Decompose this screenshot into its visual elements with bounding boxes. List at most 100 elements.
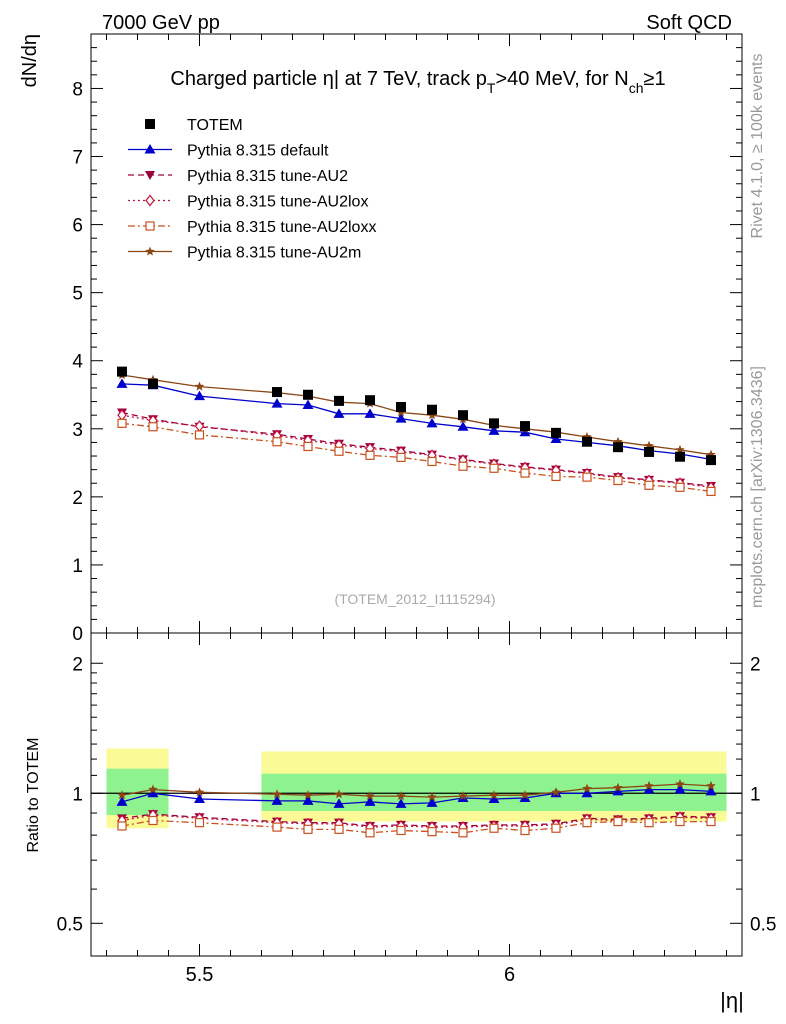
data-point xyxy=(334,395,344,406)
data-point xyxy=(644,446,654,457)
series-pythia-8-315-default xyxy=(116,378,717,464)
ratio-data-point xyxy=(644,818,654,828)
data-point xyxy=(148,378,158,389)
ratio-data-point xyxy=(675,779,685,789)
data-point xyxy=(303,441,313,452)
ratio-y-tick-label-right: 2 xyxy=(750,654,761,675)
ratio-series-line xyxy=(121,814,712,828)
series-line xyxy=(121,374,712,456)
legend-label: TOTEM xyxy=(187,117,243,134)
legend-marker xyxy=(145,119,155,129)
ratio-data-point xyxy=(644,780,654,790)
data-point xyxy=(302,399,314,409)
ratio-data-point xyxy=(458,791,468,801)
data-point xyxy=(489,463,499,473)
data-point xyxy=(365,395,375,406)
ratio-y-axis-label: Ratio to TOTEM xyxy=(25,738,42,853)
main-y-tick-label: 8 xyxy=(72,79,83,100)
ratio-data-point xyxy=(194,793,205,803)
watermark: (TOTEM_2012_I1115294) xyxy=(334,591,495,607)
ratio-data-point xyxy=(334,789,344,799)
ratio-data-point xyxy=(582,783,592,793)
data-point xyxy=(148,422,158,432)
main-y-tick-label: 6 xyxy=(72,216,83,237)
legend-marker xyxy=(145,171,155,180)
data-point xyxy=(458,410,468,421)
data-point xyxy=(644,480,654,490)
data-point xyxy=(613,436,623,446)
legend-label: Pythia 8.315 tune-AU2 xyxy=(187,168,348,185)
title-eta: η xyxy=(323,68,334,90)
main-panel: 0 1 2 3 4 5 6 7 8 TOTEM Pythia 8.315 default Pythi… xyxy=(19,33,743,645)
x-axis-label: |η| xyxy=(720,988,744,1013)
ratio-data-point xyxy=(426,797,438,807)
ratio-series-pythia-8-315-default xyxy=(116,784,717,808)
legend-marker xyxy=(145,194,155,207)
data-point xyxy=(520,421,530,432)
ratio-data-point xyxy=(613,782,623,792)
series-pythia-8-315-tune-au2lox xyxy=(117,409,716,494)
data-point xyxy=(303,389,313,400)
data-point xyxy=(116,378,128,388)
ratio-data-point xyxy=(364,796,376,806)
ratio-data-point xyxy=(643,784,655,794)
main-y-tick-label: 1 xyxy=(72,556,83,577)
data-point xyxy=(675,482,685,492)
main-y-tick-label: 0 xyxy=(72,624,83,645)
data-point xyxy=(194,381,205,391)
data-point xyxy=(458,461,468,471)
data-point xyxy=(427,404,437,415)
data-point xyxy=(488,425,500,435)
data-point xyxy=(519,426,531,437)
ratio-series-group xyxy=(116,779,717,838)
series-line xyxy=(121,383,712,461)
ratio-data-point xyxy=(427,792,437,802)
ratio-data-point xyxy=(396,791,406,801)
series-line xyxy=(121,414,712,488)
legend-entry: Pythia 8.315 tune-AU2m xyxy=(128,245,361,262)
title-prefix: Charged particle xyxy=(170,68,322,90)
series-pythia-8-315-tune-au2m xyxy=(117,370,716,459)
ratio-data-point xyxy=(148,784,158,794)
ratio-data-point xyxy=(271,795,283,805)
title-sub-t: T xyxy=(487,80,496,96)
data-point xyxy=(582,436,592,447)
ratio-data-point xyxy=(520,790,530,800)
ratio-data-point xyxy=(333,798,345,808)
data-point xyxy=(706,449,716,459)
data-point xyxy=(396,402,406,413)
ratio-data-point xyxy=(395,798,407,808)
data-point xyxy=(194,390,205,401)
series-line xyxy=(121,422,712,493)
data-point xyxy=(194,430,205,440)
series-line xyxy=(121,411,712,487)
legend-entry: Pythia 8.315 tune-AU2loxx xyxy=(128,219,376,236)
data-point xyxy=(364,408,376,418)
ratio-data-point xyxy=(117,790,127,800)
data-point xyxy=(551,471,561,482)
data-point xyxy=(365,450,375,460)
data-point xyxy=(194,420,205,433)
data-point xyxy=(117,418,127,428)
ratio-data-point xyxy=(551,823,561,833)
x-tick-label: 6 xyxy=(504,964,515,986)
ratio-data-point xyxy=(117,821,127,831)
ratio-data-point xyxy=(488,793,500,803)
ratio-series-line xyxy=(121,819,711,834)
legend-entry: TOTEM xyxy=(145,117,243,134)
ratio-data-point xyxy=(194,818,205,828)
legend-label: Pythia 8.315 tune-AU2lox xyxy=(187,194,368,211)
ratio-data-point xyxy=(303,824,313,834)
legend-label: Pythia 8.315 tune-AU2m xyxy=(187,245,361,262)
main-series-group xyxy=(116,366,717,497)
rivet-side-label: Rivet 4.1.0, ≥ 100k events xyxy=(749,54,766,239)
data-point xyxy=(489,418,499,429)
main-y-tick-label: 4 xyxy=(72,352,83,373)
ratio-data-point xyxy=(147,787,159,798)
ratio-data-point xyxy=(520,825,530,836)
ratio-data-point xyxy=(303,790,313,800)
data-point xyxy=(427,456,437,467)
main-y-ticks: 0 1 2 3 4 5 6 7 8 xyxy=(72,34,742,645)
category-label: Soft QCD xyxy=(646,12,732,34)
